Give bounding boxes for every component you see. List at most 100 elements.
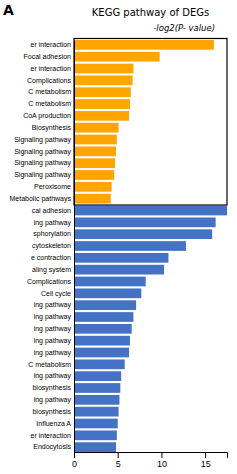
bar xyxy=(74,324,132,334)
bar xyxy=(74,194,111,204)
y-tick-label: ing pathway xyxy=(34,313,72,321)
bar xyxy=(74,253,168,263)
y-tick-label: Signaling pathway xyxy=(14,136,71,144)
y-tick: Complications xyxy=(27,278,74,286)
y-tick: C metabolism xyxy=(28,361,74,368)
x-tick: 5 xyxy=(116,452,121,469)
y-tick-label: ing pathway xyxy=(34,349,72,357)
bar xyxy=(74,395,119,405)
y-tick-label: C metabolism xyxy=(28,100,71,107)
y-tick: C metabolism xyxy=(28,88,74,95)
bar xyxy=(74,111,129,121)
bar xyxy=(74,182,112,192)
y-tick-label: biosynthesis xyxy=(32,408,71,416)
bar xyxy=(74,371,121,381)
y-tick: aling system xyxy=(32,266,74,274)
group-box xyxy=(74,39,227,206)
y-tick-label: Signaling pathway xyxy=(14,171,71,179)
bar xyxy=(74,336,130,346)
y-tick-label: ing pathway xyxy=(34,325,72,333)
bar xyxy=(74,300,136,310)
bar xyxy=(74,217,216,227)
x-axis: 0 5 10 15 xyxy=(72,452,228,469)
bar xyxy=(74,135,117,145)
x-tick-mark xyxy=(161,452,162,458)
y-tick-label: sphorylation xyxy=(33,230,71,238)
y-tick: Focal adhesion xyxy=(24,53,74,60)
y-tick-label: Signaling pathway xyxy=(14,148,71,156)
y-axis-line xyxy=(74,41,75,453)
chart: 0 5 10 15 Endocytosis er interaction Influenza… xyxy=(0,0,237,474)
x-tick: 15 xyxy=(201,452,211,469)
y-tick: Influenza A xyxy=(36,420,74,427)
bar xyxy=(74,277,146,287)
bar xyxy=(74,64,133,74)
bar xyxy=(74,146,116,156)
bar xyxy=(74,288,141,298)
y-tick-label: Focal adhesion xyxy=(24,53,72,60)
y-tick: Cell cycle xyxy=(41,290,74,298)
y-tick: Endocytosis xyxy=(33,443,74,451)
y-tick-label: er interaction xyxy=(31,432,72,439)
x-tick-mark xyxy=(74,452,75,458)
y-tick: Peroxisome xyxy=(34,183,74,190)
y-tick: er interaction xyxy=(31,65,74,72)
y-tick-label: Influenza A xyxy=(36,420,71,427)
y-tick: Biosynthesis xyxy=(32,124,74,132)
y-tick: biosynthesis xyxy=(32,408,74,416)
plot: 0 5 10 15 Endocytosis er interaction Influenza… xyxy=(10,39,228,470)
y-tick: ing pathway xyxy=(34,349,74,357)
y-tick: C metabolism xyxy=(28,100,74,107)
bar xyxy=(74,229,212,239)
y-tick: biosynthesis xyxy=(32,384,74,392)
bar xyxy=(74,348,129,358)
title: KEGG pathway of DEGs xyxy=(92,7,210,18)
y-tick: Signaling pathway xyxy=(14,136,74,144)
y-tick: Metabolic pathways xyxy=(10,195,74,203)
y-tick-label: biosynthesis xyxy=(32,384,71,392)
y-tick-label: aling system xyxy=(32,266,71,274)
y-tick: cal adhesion xyxy=(32,207,74,214)
x-tick-label: 5 xyxy=(116,459,121,469)
bar xyxy=(74,383,120,393)
x-tick: 0 xyxy=(72,452,77,469)
y-tick: Signaling pathway xyxy=(14,159,74,167)
bar xyxy=(74,430,117,440)
x-tick: 10 xyxy=(157,452,167,469)
y-tick-label: ing pathway xyxy=(34,337,72,345)
y-tick-label: e contraction xyxy=(31,254,71,261)
bar xyxy=(74,265,164,275)
y-axis: Endocytosis er interaction Influenza A bios… xyxy=(10,41,75,453)
y-tick: ing pathway xyxy=(34,325,74,333)
x-tick-mark xyxy=(118,452,119,458)
y-tick-label: Peroxisome xyxy=(34,183,71,190)
y-tick: ing pathway xyxy=(34,219,74,227)
y-tick: Signaling pathway xyxy=(14,171,74,179)
y-tick: CoA production xyxy=(23,112,74,120)
bar xyxy=(74,123,119,133)
y-tick: ing pathway xyxy=(34,313,74,321)
y-tick-label: Endocytosis xyxy=(33,443,71,451)
y-tick-label: C metabolism xyxy=(28,88,71,95)
subtitle: -log2(P- value) xyxy=(153,23,215,33)
bar xyxy=(74,407,119,417)
y-tick: e contraction xyxy=(31,254,74,261)
y-tick: ing pathway xyxy=(34,396,74,404)
y-tick: ing pathway xyxy=(34,301,74,309)
y-tick: ing pathway xyxy=(34,372,74,380)
y-tick: ing pathway xyxy=(34,337,74,345)
y-tick-label: Metabolic pathways xyxy=(10,195,72,203)
y-tick-label: C metabolism xyxy=(28,361,71,368)
bar xyxy=(74,442,116,452)
x-tick-label: 15 xyxy=(201,459,211,469)
bars xyxy=(74,40,227,452)
bar xyxy=(74,241,186,251)
bar xyxy=(74,75,133,85)
y-tick: sphorylation xyxy=(33,230,74,238)
bar xyxy=(74,419,118,429)
y-tick-label: ing pathway xyxy=(34,219,72,227)
x-tick-label: 0 xyxy=(72,459,77,469)
bar xyxy=(74,52,160,62)
y-tick: cytoskeleton xyxy=(32,242,74,250)
bar xyxy=(74,158,115,168)
